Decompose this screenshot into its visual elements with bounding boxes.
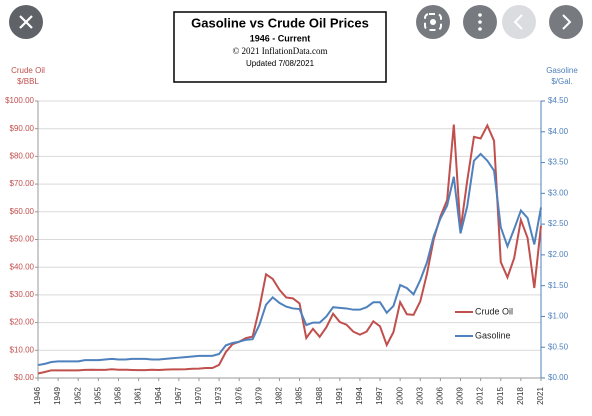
y-tick-label: $100.00 bbox=[5, 96, 34, 105]
y-axis-label: $/BBL bbox=[17, 77, 39, 86]
lens-icon bbox=[424, 13, 442, 31]
x-tick-label: 1952 bbox=[73, 387, 82, 405]
x-tick-label: 1979 bbox=[254, 387, 263, 405]
chart-title: Gasoline vs Crude Oil Prices bbox=[191, 15, 369, 30]
x-tick-label: 2003 bbox=[415, 387, 424, 405]
x-tick-label: 2006 bbox=[436, 387, 445, 405]
x-tick-label: 1955 bbox=[93, 387, 102, 405]
y2-tick-label: $0.50 bbox=[548, 342, 569, 351]
next-button[interactable] bbox=[549, 5, 583, 39]
data-line bbox=[37, 152, 542, 367]
lens-button[interactable] bbox=[416, 5, 450, 39]
y2-tick-label: $2.00 bbox=[548, 250, 569, 259]
y2-tick-label: $3.00 bbox=[548, 188, 569, 197]
y-tick-label: $60.00 bbox=[10, 207, 35, 216]
x-tick-label: 2009 bbox=[456, 387, 465, 405]
previous-button-bg[interactable] bbox=[502, 5, 536, 39]
x-tick-label: 2018 bbox=[516, 387, 525, 405]
x-tick-label: 1982 bbox=[275, 387, 284, 405]
y-tick-label: $10.00 bbox=[10, 345, 35, 354]
legend-label: Crude Oil bbox=[475, 306, 513, 316]
annotation: © 2021 InflationData.com bbox=[232, 46, 327, 56]
more-dot bbox=[478, 27, 482, 31]
y2-tick-label: $4.50 bbox=[548, 96, 569, 105]
data-line bbox=[37, 123, 542, 375]
y-tick-label: $50.00 bbox=[10, 235, 35, 244]
y2-tick-label: $0.00 bbox=[548, 373, 569, 382]
x-tick-label: 1958 bbox=[114, 387, 123, 405]
x-tick-label: 1997 bbox=[375, 387, 384, 405]
more-dot bbox=[478, 20, 482, 24]
x-tick-label: 2012 bbox=[476, 387, 485, 405]
x-tick-label: 1985 bbox=[295, 387, 304, 405]
more-button[interactable] bbox=[463, 5, 497, 39]
x-tick-label: 2000 bbox=[395, 387, 404, 405]
x-tick-label: 1973 bbox=[214, 387, 223, 405]
chart-subtitle: 1946 - Current bbox=[250, 33, 311, 43]
y2-axis-label: $/Gal. bbox=[551, 77, 572, 86]
y-tick-label: $90.00 bbox=[10, 124, 35, 133]
plot: $0.00 $10.00 $20.00 $30.00 $40.00 $50.00 $60.0… bbox=[5, 96, 568, 405]
y-tick-label: $40.00 bbox=[10, 262, 35, 271]
y2-axis-label: Gasoline bbox=[546, 66, 578, 75]
close-button[interactable] bbox=[9, 5, 43, 39]
next-button-bg[interactable] bbox=[549, 5, 583, 39]
x-tick-label: 1961 bbox=[134, 387, 143, 405]
x-tick-label: 2021 bbox=[536, 387, 545, 405]
x-tick-label: 1988 bbox=[315, 387, 324, 405]
y2-tick-label: $3.50 bbox=[548, 158, 569, 167]
y-tick-label: $70.00 bbox=[10, 179, 35, 188]
previous-icon bbox=[513, 14, 523, 30]
y2-tick-label: $1.50 bbox=[548, 281, 569, 290]
x-tick-label: 1964 bbox=[154, 387, 163, 405]
x-tick-label: 1976 bbox=[234, 387, 243, 405]
x-tick-label: 1946 bbox=[33, 387, 42, 405]
annotation: Updated 7/08/2021 bbox=[246, 59, 315, 68]
lens-icon-dot bbox=[430, 19, 436, 25]
x-tick-label: 1949 bbox=[53, 387, 62, 405]
y-axis-label: Crude Oil bbox=[11, 66, 45, 75]
y-tick-label: $30.00 bbox=[10, 290, 35, 299]
more-dot bbox=[478, 13, 482, 17]
x-tick-label: 1967 bbox=[174, 387, 183, 405]
x-tick-label: 1970 bbox=[194, 387, 203, 405]
y-tick-label: $20.00 bbox=[10, 318, 35, 327]
title-box bbox=[173, 11, 387, 83]
y-tick-label: $0.00 bbox=[14, 373, 35, 382]
close-icon bbox=[19, 15, 33, 29]
x-tick-label: 2015 bbox=[496, 387, 505, 405]
next-icon bbox=[562, 14, 572, 30]
y2-tick-label: $1.00 bbox=[548, 312, 569, 321]
y2-tick-label: $4.00 bbox=[548, 127, 569, 136]
y-tick-label: $80.00 bbox=[10, 152, 35, 161]
x-tick-label: 1991 bbox=[335, 387, 344, 405]
legend-label: Gasoline bbox=[475, 330, 511, 340]
previous-button[interactable] bbox=[502, 5, 536, 39]
x-tick-label: 1994 bbox=[355, 387, 364, 405]
y2-tick-label: $2.50 bbox=[548, 219, 569, 228]
